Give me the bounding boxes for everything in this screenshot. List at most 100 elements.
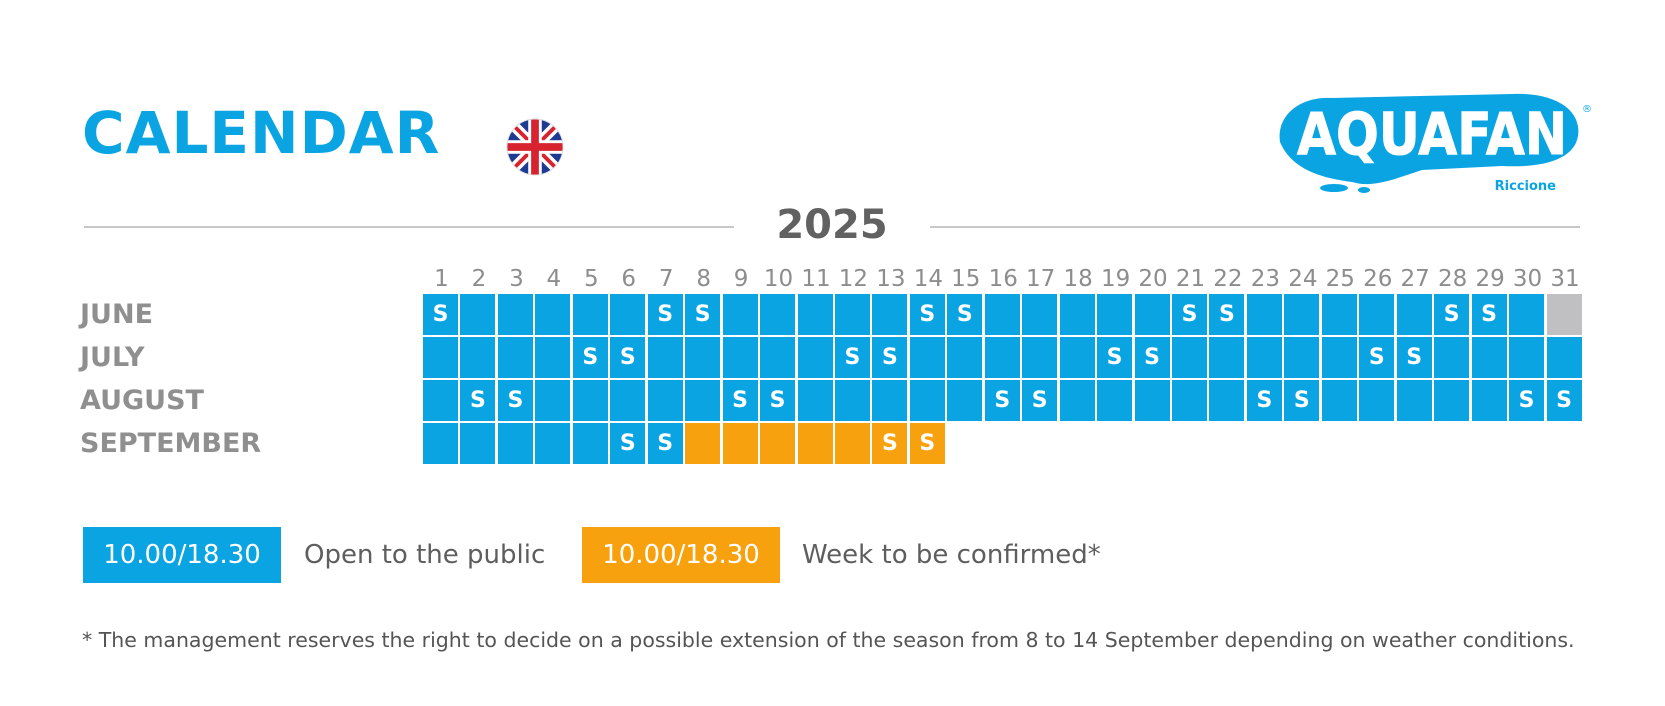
day-cell: [572, 380, 608, 421]
day-cell: S: [460, 380, 496, 421]
day-cell: [572, 423, 608, 464]
day-cell: [984, 294, 1020, 335]
day-cell: [497, 423, 533, 464]
day-number: 31: [1550, 266, 1580, 292]
month-label: AUGUST: [80, 385, 204, 416]
day-number: 1: [434, 266, 449, 292]
day-cell: [423, 337, 458, 378]
day-cell: [722, 294, 758, 335]
day-cell: S: [834, 337, 870, 378]
month-label: SEPTEMBER: [80, 428, 262, 459]
day-cell: S: [610, 337, 646, 378]
day-number: 16: [988, 266, 1018, 292]
day-cell: [1172, 380, 1207, 421]
day-cell: S: [1509, 380, 1545, 421]
day-number: 13: [876, 266, 906, 292]
day-number: 12: [838, 266, 869, 292]
day-cell: [1097, 294, 1133, 335]
day-cell: [1509, 294, 1545, 335]
day-number: 28: [1438, 266, 1468, 292]
month-label: JUNE: [80, 299, 154, 330]
day-number: 29: [1475, 266, 1505, 292]
day-number: 24: [1288, 266, 1318, 292]
day-cell: [1284, 294, 1320, 335]
day-cell: [1246, 337, 1282, 378]
day-number: 20: [1138, 266, 1168, 292]
day-cell: [834, 294, 870, 335]
day-cell: [834, 423, 870, 464]
uk-flag-icon[interactable]: [506, 118, 564, 176]
day-cell: S: [1134, 337, 1170, 378]
svg-text:Riccione: Riccione: [1495, 179, 1557, 194]
day-number: 11: [801, 266, 831, 292]
day-cell: [460, 337, 496, 378]
day-cell: [1359, 380, 1395, 421]
day-number: 30: [1512, 266, 1543, 292]
year-divider-right: [930, 226, 1580, 228]
day-number: 17: [1026, 266, 1056, 292]
day-cell: [1546, 294, 1582, 335]
day-cell: S: [722, 380, 758, 421]
day-cell: S: [909, 294, 945, 335]
day-cell: S: [1246, 380, 1282, 421]
day-cell: [685, 380, 721, 421]
day-cell: [909, 380, 945, 421]
day-number: 7: [658, 266, 674, 292]
day-cell: [1471, 380, 1507, 421]
day-cell: S: [1546, 380, 1582, 421]
day-number: 19: [1100, 266, 1131, 292]
day-cell: S: [1359, 337, 1395, 378]
day-cell: [1022, 294, 1058, 335]
day-cell: [1509, 337, 1545, 378]
day-number: 18: [1063, 266, 1093, 292]
day-cell: [423, 423, 458, 464]
day-cell: [722, 337, 758, 378]
day-cell: S: [872, 423, 908, 464]
day-cell: [984, 337, 1020, 378]
day-cell: S: [872, 337, 908, 378]
day-cell: [610, 380, 646, 421]
day-cell: [1359, 294, 1395, 335]
day-number: 4: [546, 266, 562, 292]
day-cell: [1434, 380, 1470, 421]
day-cell: [535, 423, 571, 464]
day-cell: [797, 294, 833, 335]
day-cell: S: [909, 423, 945, 464]
day-cell: [872, 380, 908, 421]
day-cell: S: [1396, 337, 1432, 378]
day-cell: [497, 294, 533, 335]
page-title: CALENDAR: [82, 99, 441, 167]
footnote: * The management reserves the right to d…: [82, 628, 1575, 652]
day-cell: [610, 294, 646, 335]
day-cell: [535, 337, 571, 378]
day-cell: [1396, 294, 1432, 335]
day-cell: [1321, 294, 1357, 335]
day-number: 5: [583, 266, 599, 292]
day-cell: [1134, 380, 1170, 421]
year-divider-left: [84, 226, 734, 228]
day-cell: [1471, 337, 1507, 378]
day-cell: [1396, 380, 1432, 421]
day-cell: [1097, 380, 1133, 421]
day-cell: [1434, 337, 1470, 378]
day-cell: [1321, 337, 1357, 378]
day-cell: S: [497, 380, 533, 421]
legend-tbc-swatch: 10.00/18.30: [582, 527, 780, 583]
day-number: 26: [1363, 266, 1393, 292]
day-number: 14: [913, 266, 943, 292]
aquafan-logo: AQUAFAN ® Riccione: [1279, 93, 1592, 194]
day-cell: S: [572, 337, 608, 378]
day-cell: [423, 380, 458, 421]
day-number: 3: [509, 266, 524, 292]
day-cell: [1246, 294, 1282, 335]
svg-text:®: ®: [1582, 104, 1592, 115]
day-cell: S: [984, 380, 1020, 421]
day-number: 6: [621, 266, 637, 292]
month-label: JULY: [80, 342, 145, 373]
day-cell: S: [1022, 380, 1058, 421]
day-cell: [797, 423, 833, 464]
day-cell: [572, 294, 608, 335]
day-cell: [535, 294, 571, 335]
day-number: 25: [1325, 266, 1355, 292]
day-cell: [872, 294, 908, 335]
